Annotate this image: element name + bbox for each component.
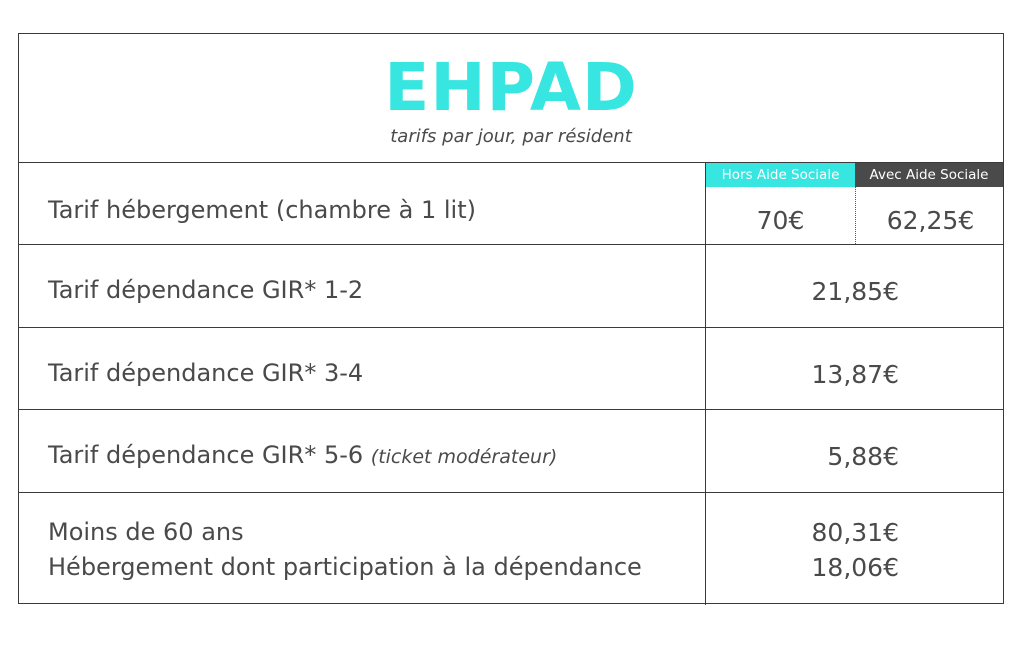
- table-row-gir-1-2: Tarif dépendance GIR* 1-2 21,85€: [19, 245, 1003, 328]
- row-value-line-1: 80,31€: [811, 518, 899, 547]
- table-row-hebergement: Tarif hébergement (chambre à 1 lit) Hors…: [19, 163, 1003, 245]
- table-row-moins-60: Moins de 60 ans Hébergement dont partici…: [19, 493, 1003, 605]
- column-divider: [705, 493, 706, 605]
- row-label-line-1: Moins de 60 ans: [48, 518, 244, 546]
- table-row-gir-3-4: Tarif dépendance GIR* 3-4 13,87€: [19, 328, 1003, 410]
- row-label: Tarif dépendance GIR* 5-6 (ticket modéra…: [48, 441, 557, 469]
- row-label: Tarif hébergement (chambre à 1 lit): [48, 196, 476, 224]
- page-subtitle: tarifs par jour, par résident: [390, 126, 632, 147]
- row-value: 5,88€: [827, 442, 899, 471]
- row-value: 80,31€ 18,06€: [812, 515, 899, 585]
- column-divider: [705, 163, 706, 244]
- row-label: Moins de 60 ans Hébergement dont partici…: [48, 515, 642, 585]
- title-block: EHPAD tarifs par jour, par résident: [19, 34, 1003, 163]
- column-divider: [705, 410, 706, 492]
- row-label: Tarif dépendance GIR* 1-2: [48, 276, 364, 304]
- row-label-line-2: Hébergement dont participation à la dépe…: [48, 553, 642, 581]
- row-label-text: Tarif dépendance GIR* 5-6: [48, 441, 364, 469]
- tariff-table: EHPAD tarifs par jour, par résident Tari…: [18, 33, 1004, 605]
- column-divider: [705, 245, 706, 327]
- value-avec-aide: 62,25€: [886, 206, 975, 235]
- row-value: 13,87€: [811, 360, 899, 389]
- page-title: EHPAD: [384, 49, 638, 126]
- dotted-divider: [855, 187, 856, 244]
- row-label-note: (ticket modérateur): [370, 446, 558, 468]
- value-hors-aide: 70€: [756, 206, 805, 235]
- column-header-hors-aide: Hors Aide Sociale: [706, 163, 855, 187]
- row-value: 21,85€: [811, 277, 899, 306]
- row-value-line-2: 18,06€: [811, 553, 899, 582]
- column-header-avec-aide: Avec Aide Sociale: [855, 163, 1003, 187]
- column-divider: [705, 328, 706, 409]
- row-label: Tarif dépendance GIR* 3-4: [48, 359, 364, 387]
- table-row-gir-5-6: Tarif dépendance GIR* 5-6 (ticket modéra…: [19, 410, 1003, 493]
